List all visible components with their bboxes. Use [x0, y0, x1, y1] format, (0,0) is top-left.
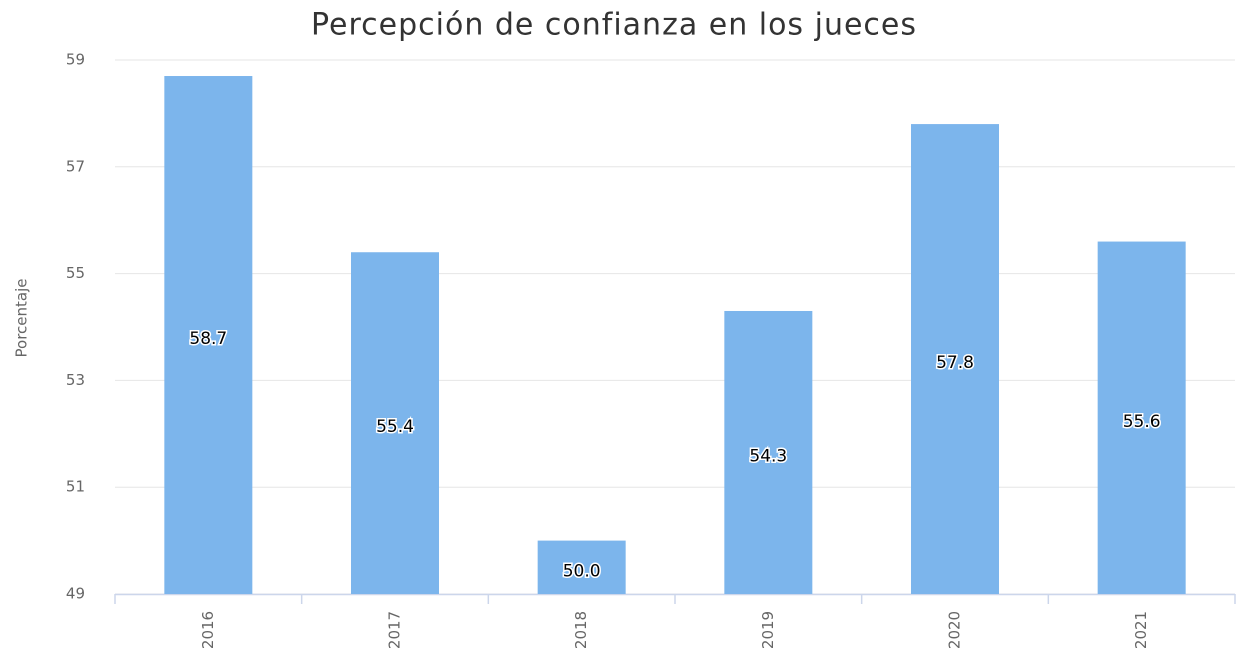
chart-title: Percepción de confianza en los jueces [311, 8, 917, 43]
bar [537, 540, 626, 594]
data-label: 50.0 [563, 561, 601, 581]
bar [1097, 241, 1186, 594]
y-axis-label: Porcentaje [13, 279, 31, 358]
x-tick-label: 2017 [386, 611, 404, 649]
bar [164, 76, 253, 594]
x-tick-label: 2019 [759, 611, 777, 649]
x-tick-label: 2020 [946, 611, 964, 649]
x-tick-label: 2016 [199, 611, 217, 649]
data-label: 55.6 [1123, 412, 1161, 432]
data-label: 55.4 [376, 417, 414, 437]
data-label: 58.7 [189, 329, 227, 349]
y-tick-label: 49 [66, 585, 85, 603]
data-label: 54.3 [749, 446, 787, 466]
y-tick-label: 55 [66, 264, 85, 282]
y-tick-label: 51 [66, 478, 85, 496]
bar [724, 310, 813, 594]
y-tick-label: 57 [66, 157, 85, 175]
y-tick-label: 53 [66, 371, 85, 389]
x-tick-label: 2021 [1132, 611, 1150, 649]
bar [351, 252, 439, 595]
data-label: 57.8 [936, 353, 974, 373]
y-tick-label: 59 [66, 51, 85, 69]
x-tick-label: 2018 [572, 611, 590, 649]
bar [911, 124, 999, 594]
